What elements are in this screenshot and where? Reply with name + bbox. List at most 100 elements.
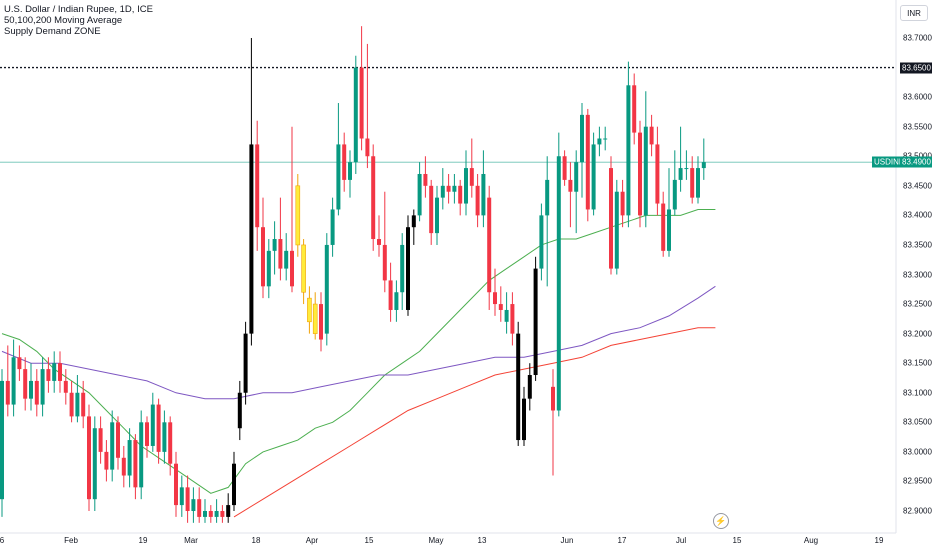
candle-body xyxy=(423,173,428,186)
candle-body xyxy=(110,422,115,470)
candle-body xyxy=(539,215,544,269)
candle-body xyxy=(232,463,236,506)
candle-body xyxy=(220,511,225,517)
price-tick-label: 83.5000 xyxy=(903,152,932,161)
chart-legend: U.S. Dollar / Indian Rupee, 1D, ICE 50,1… xyxy=(4,4,153,37)
candle-body xyxy=(609,168,613,269)
candle-body xyxy=(133,440,138,488)
candle-body xyxy=(388,280,393,310)
symbol-tag: USDINR xyxy=(872,156,907,168)
price-tick-label: 83.7000 xyxy=(903,33,932,43)
candle-body xyxy=(226,505,231,517)
candle-body xyxy=(626,85,631,216)
candle-body xyxy=(655,144,660,204)
candle-body xyxy=(597,138,602,145)
candle-body xyxy=(481,173,486,216)
candle-body xyxy=(411,215,416,228)
time-tick-label: Aug xyxy=(803,536,819,545)
price-tick-label: 82.9500 xyxy=(903,476,932,486)
ma50-line xyxy=(1,209,716,494)
candle-body xyxy=(580,114,584,163)
price-tick-label: 83.6000 xyxy=(903,92,932,102)
candle-body xyxy=(87,416,91,500)
time-tick-label: May xyxy=(428,536,444,545)
candle-body xyxy=(324,244,329,334)
candle-body xyxy=(377,239,381,245)
candle-body xyxy=(533,268,538,376)
candle-body xyxy=(197,499,202,517)
time-tick-label: Apr xyxy=(305,536,319,545)
candle-body xyxy=(116,422,120,458)
candle-body xyxy=(446,185,451,192)
candle-body xyxy=(17,357,22,370)
candle-body xyxy=(319,304,323,340)
candle-body xyxy=(440,185,445,198)
price-tick-label: 83.2000 xyxy=(903,329,932,339)
candle-body xyxy=(359,67,364,139)
candle-body xyxy=(208,511,213,517)
candle-body xyxy=(527,375,532,399)
price-tick-label: 83.5500 xyxy=(903,122,932,132)
candle-body xyxy=(371,156,376,240)
candle-body xyxy=(278,239,283,269)
candle-body xyxy=(672,179,677,210)
price-tick-label: 83.1000 xyxy=(903,388,932,398)
candle-body xyxy=(261,227,265,287)
candle-body xyxy=(290,250,294,287)
candle-body xyxy=(493,292,497,305)
candle-body xyxy=(139,422,144,488)
currency-button[interactable]: INR xyxy=(900,5,928,21)
time-tick-label: 15 xyxy=(732,536,742,545)
candle-body xyxy=(249,144,254,334)
candle-body xyxy=(237,392,242,429)
candle-body xyxy=(348,162,352,180)
candle-body xyxy=(127,440,132,476)
candle-body xyxy=(75,392,80,417)
candle-body xyxy=(98,428,103,452)
candle-body xyxy=(458,185,463,204)
candle-body xyxy=(504,309,509,322)
time-tick-label: Mar xyxy=(184,536,198,545)
candle-body xyxy=(551,386,555,411)
indicator-moving-average[interactable]: 50,100,200 Moving Average xyxy=(4,15,123,26)
indicator-supply-demand[interactable]: Supply Demand ZONE xyxy=(4,26,101,37)
candle-body xyxy=(435,197,439,234)
candle-body xyxy=(696,168,700,198)
candle-body xyxy=(29,380,33,399)
candle-body xyxy=(52,363,57,381)
candle-body xyxy=(562,156,567,180)
candle-body xyxy=(585,114,590,210)
price-tick-label: 83.2500 xyxy=(903,299,932,309)
candle-body xyxy=(104,451,109,470)
candle-body xyxy=(145,422,149,446)
candle-body xyxy=(632,85,637,133)
moving-averages xyxy=(1,209,716,518)
candle-body xyxy=(46,369,51,381)
candle-body xyxy=(156,404,161,452)
candle-body xyxy=(591,144,596,210)
candle-body xyxy=(11,357,16,405)
time-tick-label: Jun xyxy=(560,536,574,545)
candle-body xyxy=(690,168,695,198)
candle-body xyxy=(545,179,550,216)
ma200-line xyxy=(233,327,716,518)
candle-body xyxy=(487,197,492,293)
candlesticks xyxy=(0,26,706,523)
candle-body xyxy=(417,173,422,216)
candle-body xyxy=(168,422,173,464)
candle-body xyxy=(40,369,45,405)
candle-body xyxy=(522,398,526,441)
candle-body xyxy=(394,292,399,310)
candle-body xyxy=(255,144,260,228)
candle-body xyxy=(295,185,301,246)
candle-body xyxy=(162,422,167,452)
candle-body xyxy=(510,304,515,334)
candle-body xyxy=(243,333,248,393)
candle-body xyxy=(382,244,387,281)
lightning-icon[interactable]: ⚡ xyxy=(713,513,729,529)
time-tick-label: 19 xyxy=(874,536,884,545)
candle-body xyxy=(336,144,341,210)
candle-body xyxy=(174,463,178,506)
price-tick-label: 83.3000 xyxy=(903,270,932,279)
